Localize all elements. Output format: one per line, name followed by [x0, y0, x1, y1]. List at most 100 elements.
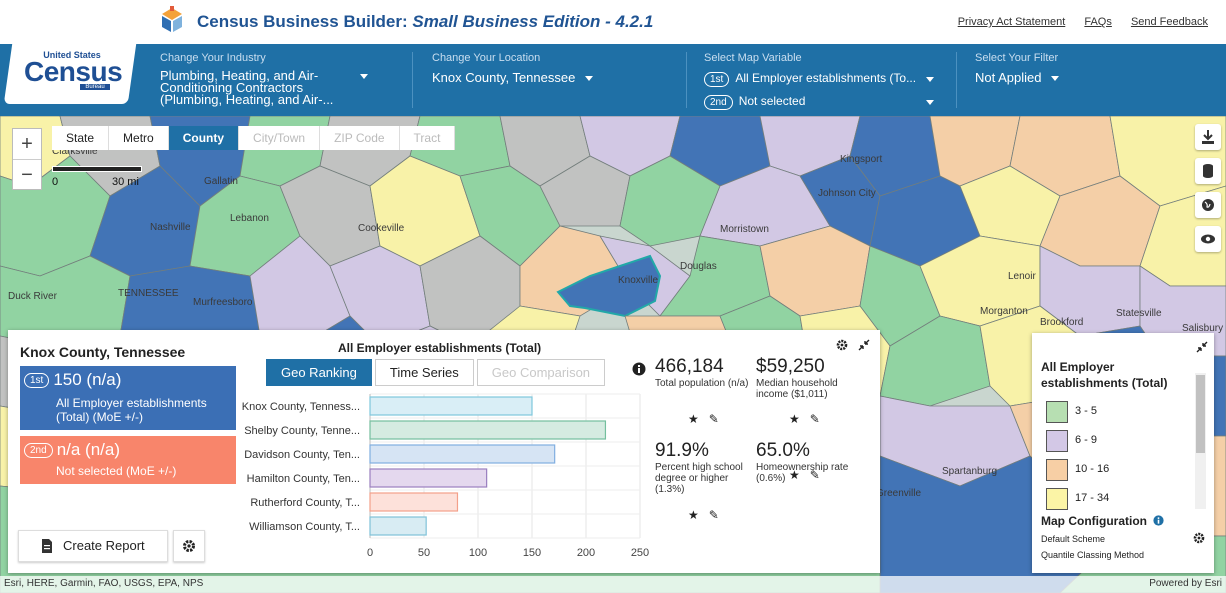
category-label: Shelby County, Tenne... — [244, 425, 360, 437]
create-report-button[interactable]: Create Report — [18, 530, 168, 562]
star-icon[interactable]: ★ — [789, 468, 800, 482]
powered-by[interactable]: Powered by Esri — [1149, 578, 1222, 589]
info-icon[interactable] — [632, 362, 646, 376]
first-card-value: 150 (n/a) — [53, 370, 122, 389]
first-card-desc-1: All Employer establishments — [56, 396, 207, 410]
privacy-link[interactable]: Privacy Act Statement — [957, 16, 1066, 28]
scroll-thumb[interactable] — [1196, 375, 1205, 453]
info-icon[interactable] — [1153, 515, 1164, 526]
industry-value[interactable]: Plumbing, Heating, and Air- Conditioning… — [160, 68, 333, 106]
chevron-down-icon[interactable] — [584, 76, 593, 82]
download-button[interactable] — [1195, 124, 1221, 150]
chevron-down-icon[interactable] — [1051, 76, 1060, 82]
first-variable-text: All Employer establishments (To... — [735, 71, 917, 85]
divider — [956, 52, 957, 108]
visibility-button[interactable] — [1195, 226, 1221, 252]
gear-icon[interactable] — [835, 338, 849, 352]
legend-swatch — [1046, 488, 1068, 510]
eye-icon — [1201, 234, 1215, 244]
map-variable-first[interactable]: 1st All Employer establishments (To... — [704, 71, 916, 87]
gear-icon[interactable] — [1192, 531, 1206, 545]
chevron-down-icon[interactable] — [360, 74, 368, 79]
legend-swatch — [1046, 401, 1068, 423]
star-icon[interactable]: ★ — [688, 412, 699, 426]
map-config-title: Map Configuration — [1041, 514, 1164, 528]
tab-metro[interactable]: Metro — [109, 126, 169, 150]
pencil-icon[interactable]: ✎ — [809, 468, 820, 482]
geo-ranking-chart: 0 50 100 150 200 250 Knox County, Tenness... Sh… — [242, 393, 649, 559]
place-label: Clarksville — [52, 146, 98, 157]
second-badge: 2nd — [24, 443, 53, 459]
pencil-icon[interactable]: ✎ — [809, 412, 820, 426]
summary-stats: 466,184 Total population (n/a) $59,250 M… — [632, 356, 852, 546]
document-icon — [42, 539, 52, 553]
pencil-icon[interactable]: ✎ — [708, 412, 719, 426]
layers-button[interactable] — [1195, 158, 1221, 184]
x-tick-label: 250 — [631, 547, 649, 559]
stat-actions: ★ ✎ — [688, 412, 719, 426]
filter-bar: United States Census Bureau Change Your … — [0, 44, 1226, 116]
basemap-button[interactable] — [1195, 192, 1221, 218]
filter-value[interactable]: Not Applied — [975, 70, 1060, 85]
map-legend: All Employer establishments (Total) 3 - … — [1032, 333, 1214, 573]
tab-state[interactable]: State — [52, 126, 110, 150]
first-variable-card[interactable]: 1st 150 (n/a) All Employer establishments… — [20, 366, 236, 430]
industry-line1: Plumbing, Heating, and Air- — [160, 68, 319, 83]
filter-selector[interactable]: Select Your Filter Not Applied — [975, 44, 1175, 116]
bar — [369, 468, 488, 488]
zoom-out-button[interactable]: − — [21, 164, 33, 186]
map-variable-second[interactable]: 2nd Not selected — [704, 94, 805, 110]
x-tick-label: 100 — [469, 547, 487, 559]
filter-label: Select Your Filter — [975, 52, 1059, 64]
industry-label: Change Your Industry — [160, 52, 266, 64]
report-settings-button[interactable] — [173, 530, 205, 562]
stat-value: 91.9% — [655, 440, 709, 461]
star-icon[interactable]: ★ — [789, 412, 800, 426]
place-label: Morganton — [980, 306, 1028, 317]
map-variable-selector[interactable]: Select Map Variable 1st All Employer esta… — [704, 44, 940, 116]
x-tick-label: 200 — [577, 547, 595, 559]
industry-selector[interactable]: Change Your Industry Plumbing, Heating, … — [160, 44, 400, 116]
stat-education: 91.9% Percent high school degree or high… — [655, 440, 755, 495]
gear-icon — [183, 540, 195, 552]
census-logo-bureau: Bureau — [80, 84, 110, 90]
census-logo[interactable]: United States Census Bureau — [24, 50, 123, 90]
app-title: Census Business Builder: Small Business … — [197, 12, 653, 32]
geography-tabs: State Metro County City/Town ZIP Code Tr… — [52, 126, 456, 150]
second-variable-card[interactable]: 2nd n/a (n/a) Not selected (MoE +/-) — [20, 436, 236, 484]
place-label: Knoxville — [618, 275, 658, 286]
collapse-icon[interactable] — [858, 339, 870, 351]
collapse-icon[interactable] — [1196, 341, 1208, 353]
legend-scrollbar[interactable] — [1195, 373, 1206, 509]
feedback-link[interactable]: Send Feedback — [1130, 16, 1208, 28]
location-selector[interactable]: Change Your Location Knox County, Tennes… — [432, 44, 672, 116]
census-logo-top: United States — [43, 50, 101, 60]
chevron-down-icon[interactable] — [926, 77, 934, 82]
attribution-text: Esri, HERE, Garmin, FAO, USGS, EPA, NPS — [4, 578, 204, 589]
star-icon[interactable]: ★ — [688, 508, 699, 522]
location-value[interactable]: Knox County, Tennessee — [432, 70, 593, 85]
legend-label: 17 - 34 — [1075, 492, 1110, 504]
category-label: Hamilton County, Ten... — [247, 473, 360, 485]
tab-time-series[interactable]: Time Series — [374, 359, 474, 386]
tab-tract[interactable]: Tract — [399, 126, 456, 150]
tab-city-town[interactable]: City/Town — [239, 126, 321, 150]
pencil-icon[interactable]: ✎ — [708, 508, 719, 522]
industry-line2: Conditioning Contractors — [160, 80, 304, 95]
chevron-down-icon[interactable] — [926, 100, 934, 105]
tab-geo-ranking[interactable]: Geo Ranking — [266, 359, 372, 386]
tab-county[interactable]: County — [168, 126, 240, 150]
place-label: TENNESSEE — [118, 288, 179, 299]
stat-label: Total population (n/a) — [655, 378, 749, 389]
map-config-method: Quantile Classing Method — [1041, 550, 1145, 560]
faqs-link[interactable]: FAQs — [1084, 16, 1112, 28]
stat-population: 466,184 Total population (n/a) — [655, 356, 755, 389]
scale-zero: 0 — [52, 176, 59, 188]
tab-geo-comparison[interactable]: Geo Comparison — [476, 359, 606, 386]
location-text: Knox County, Tennessee — [432, 70, 576, 85]
tab-zip-code[interactable]: ZIP Code — [320, 126, 400, 150]
filter-text: Not Applied — [975, 70, 1042, 85]
place-label: Douglas — [680, 261, 717, 272]
database-icon — [1203, 164, 1213, 178]
zoom-in-button[interactable]: + — [13, 129, 41, 160]
